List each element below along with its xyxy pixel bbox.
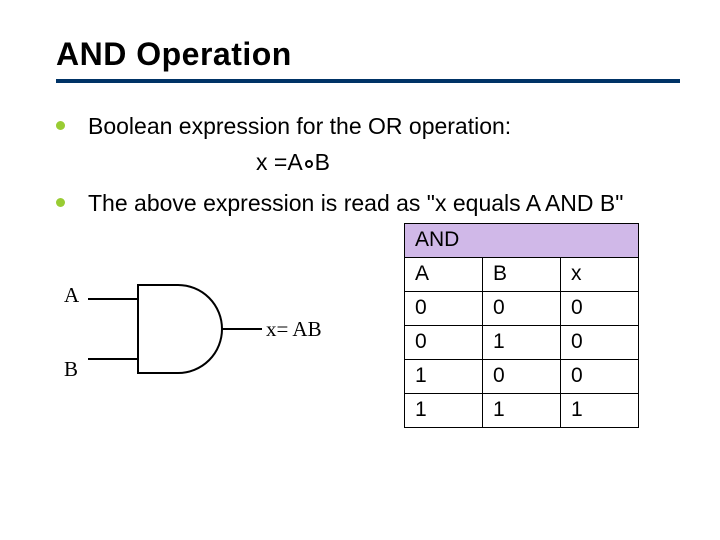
truth-table: AND A B x 0 0 0 0 1 0 1 0 0	[404, 223, 639, 428]
table-row: 0 0 0	[405, 291, 639, 325]
col-header-b: B	[483, 257, 561, 291]
title-underline: AND Operation	[56, 36, 680, 83]
table-row: 1 1 1	[405, 393, 639, 427]
table-title-row: AND	[405, 223, 639, 257]
col-header-x: x	[561, 257, 639, 291]
bullet-item-2: The above expression is read as "x equal…	[56, 188, 680, 218]
bullet-list: Boolean expression for the OR operation:	[56, 111, 680, 141]
table-header-row: A B x	[405, 257, 639, 291]
and-gate-diagram: A B x= AB	[66, 281, 366, 406]
bullet-2-text: The above expression is read as "x equal…	[88, 190, 623, 216]
bullet-item-1: Boolean expression for the OR operation:	[56, 111, 680, 141]
cell: 1	[405, 393, 483, 427]
cell: 1	[483, 325, 561, 359]
table-row: 1 0 0	[405, 359, 639, 393]
gate-input-b-label: B	[64, 357, 78, 382]
expression-prefix: x =A	[256, 149, 303, 175]
lower-region: A B x= AB AND A B x 0	[56, 229, 680, 489]
gate-output-label: x= AB	[266, 317, 322, 342]
bullet-dot-icon	[56, 121, 65, 130]
cell: 0	[405, 291, 483, 325]
cell: 0	[405, 325, 483, 359]
slide: AND Operation Boolean expression for the…	[0, 0, 720, 540]
cell: 0	[483, 359, 561, 393]
dot-operator-icon	[305, 160, 313, 168]
gate-input-a-label: A	[64, 283, 79, 308]
cell: 1	[483, 393, 561, 427]
cell: 1	[561, 393, 639, 427]
table-title-cell: AND	[405, 223, 639, 257]
bullet-1-text: Boolean expression for the OR operation:	[88, 113, 511, 139]
cell: 0	[561, 359, 639, 393]
cell: 0	[561, 325, 639, 359]
cell: 1	[405, 359, 483, 393]
expression-line: x =A B	[56, 149, 680, 176]
slide-title: AND Operation	[56, 36, 292, 73]
table-row: 0 1 0	[405, 325, 639, 359]
bullet-dot-icon	[56, 198, 65, 207]
cell: 0	[483, 291, 561, 325]
bullet-list-2: The above expression is read as "x equal…	[56, 188, 680, 218]
cell: 0	[561, 291, 639, 325]
col-header-a: A	[405, 257, 483, 291]
expression-suffix: B	[315, 149, 330, 175]
